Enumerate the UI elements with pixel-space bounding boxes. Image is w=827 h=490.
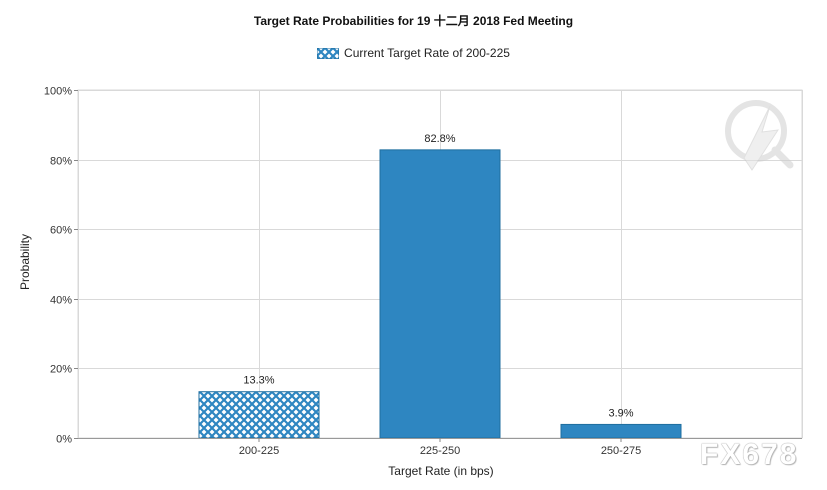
legend: Current Target Rate of 200-225: [0, 46, 827, 60]
x-tick-label: 200-225: [239, 445, 279, 457]
bar-value-label: 13.3%: [243, 375, 274, 387]
chart-title: Target Rate Probabilities for 19 十二月 201…: [253, 14, 574, 28]
value-labels: 13.3% 82.8% 3.9%: [243, 133, 633, 420]
y-tick-label: 60%: [50, 225, 72, 237]
legend-swatch-crosshatch: [317, 47, 340, 59]
bars: [198, 149, 682, 439]
y-tick-label: 20%: [50, 364, 72, 376]
y-axis-title: Probability: [18, 234, 32, 290]
y-tick-label: 80%: [50, 156, 72, 168]
bar-225-250: [379, 149, 501, 439]
legend-label: Current Target Rate of 200-225: [344, 46, 510, 60]
x-tick-label: 225-250: [420, 445, 460, 457]
y-tick-label: 0%: [56, 434, 72, 446]
bar-250-275: [560, 423, 682, 439]
bar-200-225: [198, 391, 320, 439]
y-tick-label: 40%: [50, 295, 72, 307]
axes: 0% 20% 40% 60% 80% 100% 200-225 225-250 250-275: [44, 86, 802, 457]
x-tick-label: 250-275: [601, 445, 641, 457]
y-tick-label: 100%: [44, 86, 72, 98]
watermark-text: FX678: [700, 438, 799, 471]
bar-value-label: 82.8%: [424, 133, 455, 145]
bar-value-label: 3.9%: [608, 407, 633, 419]
watermark-logo-icon: [725, 100, 794, 171]
x-axis-title: Target Rate (in bps): [388, 464, 493, 478]
